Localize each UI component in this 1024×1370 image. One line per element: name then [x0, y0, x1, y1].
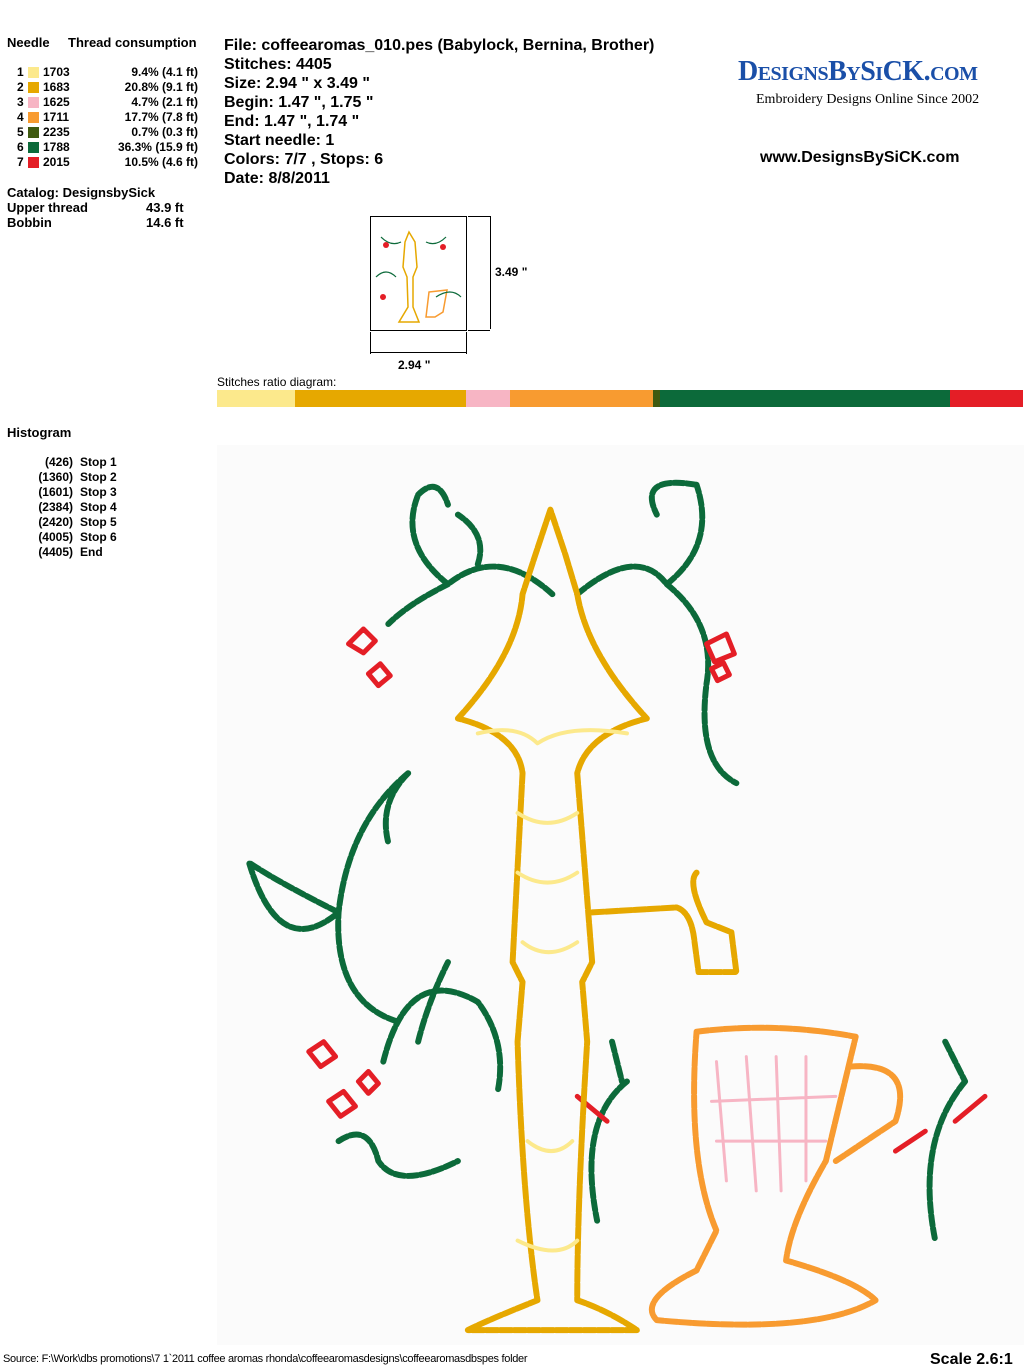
ratio-segment [217, 390, 295, 407]
color-swatch [28, 67, 39, 78]
stop-label: Stop 2 [80, 470, 117, 484]
website-link[interactable]: www.DesignsBySiCK.com [760, 149, 960, 166]
thread-usage: 20.8% (9.1 ft) [124, 80, 198, 94]
bobbin-label: Bobbin [7, 215, 52, 230]
needle-header: Needle [7, 35, 50, 50]
thread-row: 3 1625 4.7% (2.1 ft) [8, 95, 208, 110]
thread-usage: 17.7% (7.8 ft) [124, 110, 198, 124]
design-preview [217, 445, 1024, 1345]
stop-count: (2384) [38, 500, 73, 514]
ratio-segment [509, 390, 654, 407]
source-path: Source: F:\Work\dbs promotions\7 1`2011 … [3, 1353, 528, 1365]
thread-usage: 9.4% (4.1 ft) [131, 65, 198, 79]
width-dimension-line [370, 352, 466, 353]
stop-count: (4005) [38, 530, 73, 544]
thread-usage: 10.5% (4.6 ft) [124, 155, 198, 169]
ratio-segment [653, 390, 660, 407]
thread-code: 1788 [43, 140, 70, 154]
stop-count: (4405) [38, 545, 73, 559]
color-swatch [28, 157, 39, 168]
ratio-segment [294, 390, 466, 407]
thread-code: 1683 [43, 80, 70, 94]
upper-thread-label: Upper thread [7, 200, 88, 215]
needle-number: 6 [17, 140, 24, 154]
start-needle: Start needle: 1 [224, 132, 335, 149]
histogram-title: Histogram [7, 425, 72, 440]
upper-thread-value: 43.9 ft [146, 200, 184, 215]
ratio-segment [659, 390, 950, 407]
thread-code: 2015 [43, 155, 70, 169]
end: End: 1.47 ", 1.74 " [224, 113, 360, 130]
thread-row: 7 2015 10.5% (4.6 ft) [8, 155, 208, 170]
thread-row: 5 2235 0.7% (0.3 ft) [8, 125, 208, 140]
begin: Begin: 1.47 ", 1.75 " [224, 94, 374, 111]
logo-tagline: Embroidery Designs Online Since 2002 [756, 92, 980, 107]
height-label: 3.49 " [495, 265, 528, 279]
thread-code: 1625 [43, 95, 70, 109]
ratio-segment [465, 390, 510, 407]
stop-count: (1360) [38, 470, 73, 484]
stop-label: Stop 4 [80, 500, 117, 514]
file-name: File: coffeearomas_010.pes (Babylock, Be… [224, 37, 655, 54]
consumption-header: Thread consumption [68, 35, 197, 50]
color-swatch [28, 112, 39, 123]
date: Date: 8/8/2011 [224, 170, 330, 187]
needle-number: 5 [17, 125, 24, 139]
color-swatch [28, 142, 39, 153]
stitches: Stitches: 4405 [224, 56, 332, 73]
thread-row: 1 1703 9.4% (4.1 ft) [8, 65, 208, 80]
stop-label: Stop 1 [80, 455, 117, 469]
stop-label: Stop 5 [80, 515, 117, 529]
thread-row: 2 1683 20.8% (9.1 ft) [8, 80, 208, 95]
thread-code: 1711 [43, 110, 70, 124]
needle-number: 7 [17, 155, 24, 169]
size: Size: 2.94 " x 3.49 " [224, 75, 370, 92]
thread-usage: 4.7% (2.1 ft) [131, 95, 198, 109]
height-dimension-line [490, 216, 491, 329]
thread-code: 1703 [43, 65, 70, 79]
color-swatch [28, 82, 39, 93]
stop-label: Stop 3 [80, 485, 117, 499]
thread-row: 6 1788 36.3% (15.9 ft) [8, 140, 208, 155]
needle-number: 2 [17, 80, 24, 94]
stop-count: (1601) [38, 485, 73, 499]
color-swatch [28, 97, 39, 108]
stop-count: (426) [44, 455, 73, 469]
color-swatch [28, 127, 39, 138]
thread-code: 2235 [43, 125, 70, 139]
thread-usage: 36.3% (15.9 ft) [117, 140, 198, 154]
stop-label: End [80, 545, 103, 559]
thread-usage: 0.7% (0.3 ft) [131, 125, 198, 139]
colors-stops: Colors: 7/7 , Stops: 6 [224, 151, 384, 168]
width-label: 2.94 " [398, 358, 431, 372]
scale-label: Scale 2.6:1 [930, 1351, 1013, 1368]
thread-row: 4 1711 17.7% (7.8 ft) [8, 110, 208, 125]
stop-label: Stop 6 [80, 530, 117, 544]
bobbin-value: 14.6 ft [146, 215, 184, 230]
needle-number: 4 [17, 110, 24, 124]
catalog: Catalog: DesignsbySick [7, 185, 156, 200]
ratio-segment [949, 390, 1023, 407]
needle-number: 3 [17, 95, 24, 109]
needle-number: 1 [17, 65, 24, 79]
design-thumbnail [370, 216, 467, 331]
stop-count: (2420) [38, 515, 73, 529]
ratio-label: Stitches ratio diagram: [217, 375, 337, 389]
logo: DesignsBySiCK.com [738, 56, 978, 87]
